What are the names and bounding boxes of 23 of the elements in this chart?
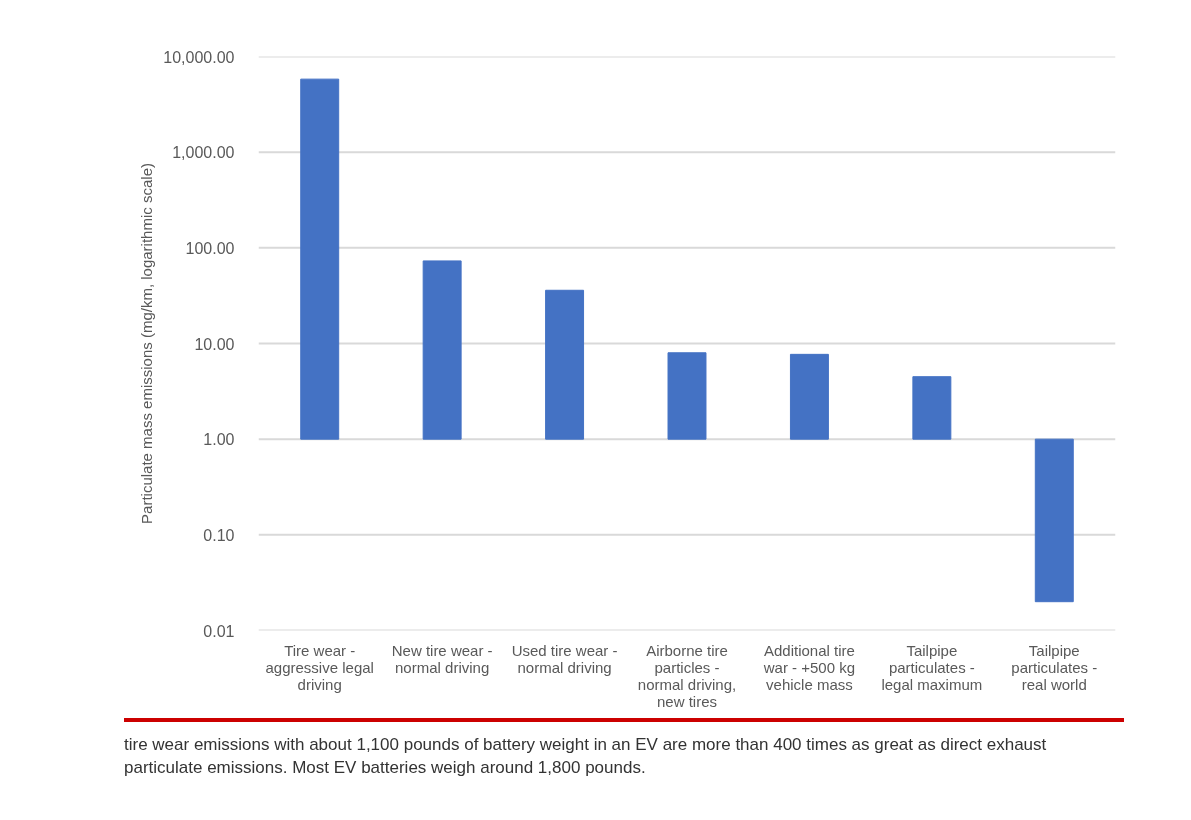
y-tick-label: 100.00 — [185, 239, 235, 257]
bar — [422, 260, 462, 440]
bar — [1034, 438, 1074, 603]
x-tick-label: New tire wear - normal driving — [391, 641, 493, 676]
y-tick-label: 10,000.00 — [163, 48, 235, 66]
y-axis-title: Particulate mass emissions (mg/km, logarithmic scale) — [138, 163, 156, 524]
bar — [300, 78, 340, 440]
y-tick-label: 10.00 — [194, 335, 235, 353]
x-tick-label: Tailpipe particulates - real world — [1011, 641, 1098, 693]
x-tick-label: Airborne tire particles - normal driving, new tires — [637, 641, 737, 710]
y-tick-label: 0.01 — [203, 622, 235, 640]
x-tick-label: Used tire wear - normal driving — [511, 641, 618, 676]
text: tire wear emissions with about 1,100 pounds of battery weight in an EV are more than 400 times as great as direct exhaust particulate emissions. Most EV batteries weigh around 1,800 pounds. — [124, 718, 1124, 780]
x-tick-label: Additional tire war - +500 kg vehicle mass — [762, 641, 856, 693]
bar — [912, 376, 952, 440]
bar — [545, 289, 585, 440]
y-tick-label: 0.10 — [203, 526, 235, 544]
bar — [667, 352, 707, 440]
x-tick-label: Tailpipe particulates - legal maximum — [881, 641, 983, 693]
bar — [789, 353, 829, 440]
y-tick-label: 1.00 — [203, 431, 235, 449]
y-tick-label: 1,000.00 — [172, 144, 235, 162]
x-tick-label: Tire wear - aggressive legal driving — [265, 641, 374, 693]
